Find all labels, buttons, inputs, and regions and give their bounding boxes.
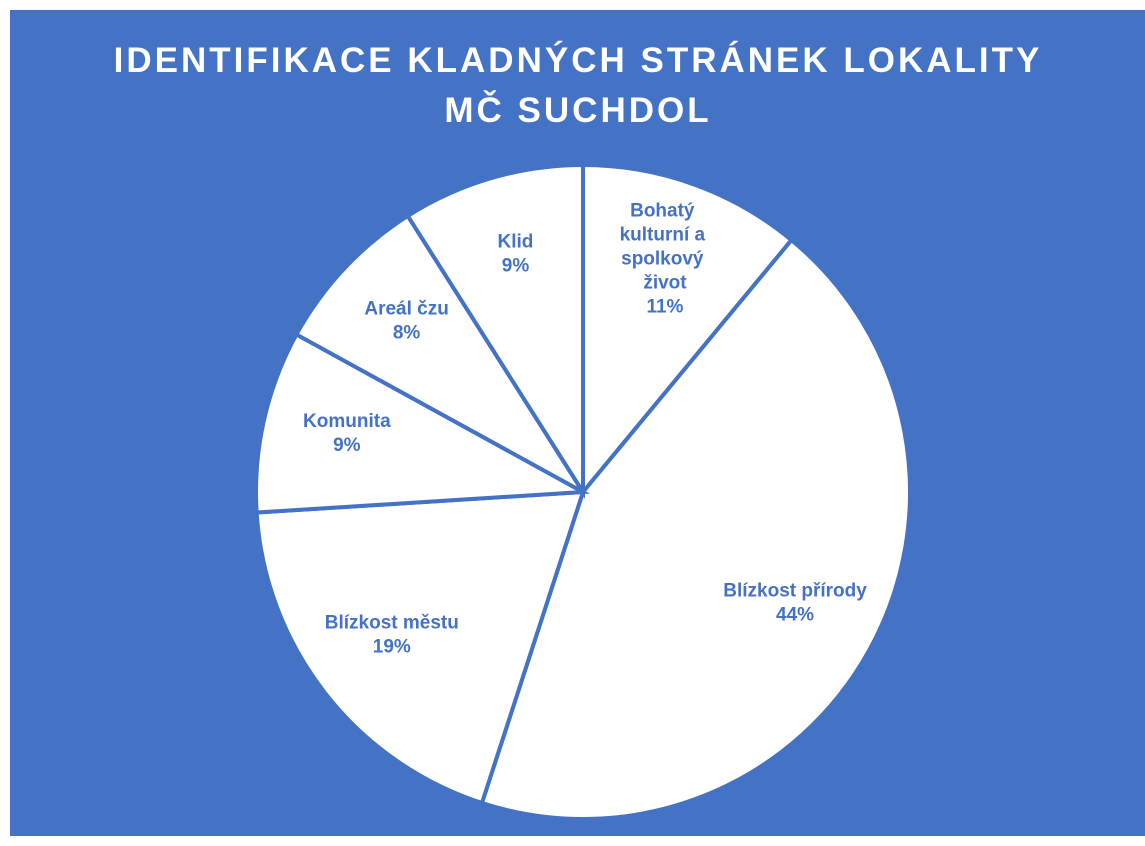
slice-name: Blízkost městu — [325, 612, 459, 633]
slice-value: 44% — [776, 605, 814, 626]
slice-label: Areál čzu 8% — [364, 298, 448, 343]
slice-name-line: Komunita — [303, 411, 391, 432]
slice-name: Blízkost přírody — [723, 581, 867, 602]
pie-slice — [479, 237, 912, 821]
chart-title: MČ SUCHDOL — [444, 90, 711, 130]
slice-name: Klid — [498, 232, 534, 253]
slice-label: Blízkost přírody 44% — [723, 581, 867, 626]
slice-name-line: Klid — [498, 232, 534, 253]
slice-name: Bohatý kulturní a spolkový život — [620, 200, 711, 293]
slice-name-line: život — [643, 272, 687, 293]
slice-name: Komunita — [303, 411, 391, 432]
pie-slice — [293, 213, 585, 494]
slice-name: Areál čzu — [364, 298, 448, 319]
slice-name-line: Bohatý — [630, 200, 700, 221]
pie-slice — [405, 162, 585, 499]
slice-value: 19% — [373, 636, 411, 657]
slice-value: 11% — [646, 296, 683, 317]
pie-slice — [254, 331, 590, 515]
slice-value: 9% — [333, 435, 361, 456]
slice-label: Klid 9% — [498, 232, 534, 277]
slice-value: 8% — [393, 322, 421, 343]
slice-label: Bohatý kulturní a spolkový život 11% — [620, 200, 711, 317]
slice-name-line: Areál čzu — [364, 298, 448, 319]
pie-slice — [581, 162, 795, 498]
slice-name-line: kulturní a — [620, 224, 711, 245]
slice-label: Komunita 9% — [303, 411, 391, 456]
slice-name-line: spolkový — [621, 248, 709, 269]
pie-slice — [254, 489, 586, 806]
slice-label: Blízkost městu 19% — [325, 612, 459, 657]
slice-value: 9% — [502, 256, 530, 277]
slice-name-line: Blízkost městu — [325, 612, 459, 633]
chart-title: IDENTIFIKACE KLADNÝCH STRÁNEK LOKALITY — [114, 40, 1043, 80]
slice-name-line: Blízkost přírody — [723, 581, 867, 602]
